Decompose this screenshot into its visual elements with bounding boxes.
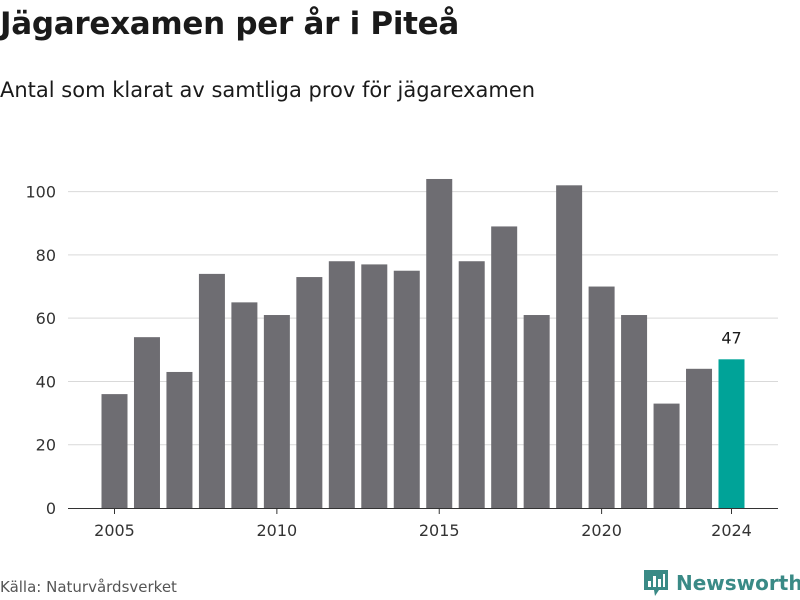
bar-2014	[393, 270, 420, 508]
bar-2009	[231, 302, 258, 508]
bar-2007	[166, 371, 193, 508]
x-tick-label-2005: 2005	[94, 521, 135, 540]
x-tick-label-2020: 2020	[581, 521, 622, 540]
y-tick-label-20: 20	[36, 436, 56, 455]
bar-2024	[718, 359, 745, 508]
bar-2022	[653, 403, 680, 508]
brand-name: Newsworthy	[676, 571, 800, 595]
x-tick-label-2015: 2015	[419, 521, 460, 540]
bar-2018	[523, 315, 550, 508]
y-tick-label-60: 60	[36, 309, 56, 328]
bar-2008	[198, 273, 225, 508]
bar-2021	[621, 315, 648, 508]
bar-2006	[133, 337, 160, 508]
y-tick-label-40: 40	[36, 372, 56, 391]
bar-2005	[101, 394, 128, 508]
bar-2016	[458, 261, 485, 508]
bar-2023	[686, 368, 713, 508]
bar-2017	[491, 226, 518, 508]
chart-title: Jägarexamen per år i Piteå	[0, 6, 460, 42]
y-tick-label-80: 80	[36, 246, 56, 265]
data-label-2024: 47	[721, 328, 741, 347]
bar-2020	[588, 286, 615, 508]
bar-2012	[328, 261, 355, 508]
bar-2011	[296, 277, 323, 508]
source-note: Källa: Naturvårdsverket	[0, 578, 177, 596]
y-tick-label-0: 0	[46, 499, 56, 518]
x-tick-label-2024: 2024	[711, 521, 752, 540]
bar-2015	[426, 178, 453, 508]
x-tick-label-2010: 2010	[257, 521, 298, 540]
chart-subtitle: Antal som klarat av samtliga prov för jä…	[0, 78, 536, 102]
brand-logo: Newsworthy	[644, 570, 800, 596]
y-tick-label-100: 100	[25, 183, 56, 202]
bar-2010	[263, 315, 290, 508]
bar-2019	[556, 185, 583, 509]
newsworthy-logo-icon	[644, 570, 668, 596]
bar-2013	[361, 264, 388, 508]
